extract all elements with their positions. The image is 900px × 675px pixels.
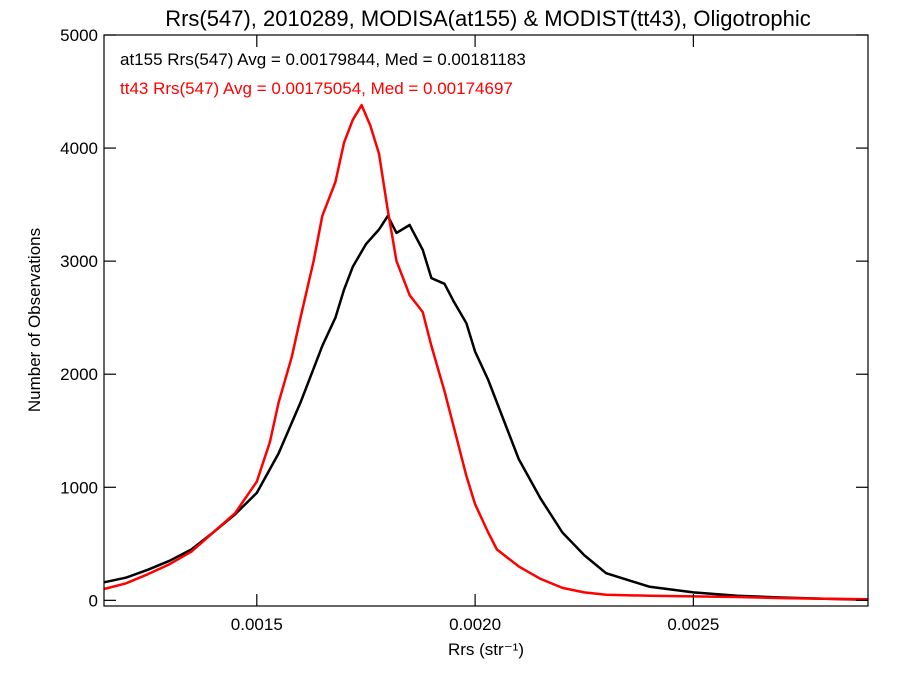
y-tick-label-1: 1000 [60, 478, 98, 497]
x-tick-label-0: 0.0015 [231, 615, 283, 634]
y-tick-label-4: 4000 [60, 139, 98, 158]
y-tick-label-5: 5000 [60, 26, 98, 45]
annotation-tt43: tt43 Rrs(547) Avg = 0.00175054, Med = 0.… [120, 79, 513, 98]
plot-frame [103, 34, 869, 607]
series-line-1 [103, 103, 869, 601]
y-tick-label-0: 0 [89, 591, 98, 610]
tick-layer: 0.0015 0.0020 0.0025 0 1000 2000 3000 4000 5000 [60, 26, 868, 634]
y-tick-label-2: 2000 [60, 365, 98, 384]
x-axis-label: Rrs (str⁻¹) [448, 640, 524, 659]
y-axis-label: Number of Observations [25, 228, 44, 412]
series-line-0 [103, 214, 869, 602]
y-tick-label-3: 3000 [60, 252, 98, 271]
annotation-at155: at155 Rrs(547) Avg = 0.00179844, Med = 0… [120, 50, 526, 69]
chart-title: Rrs(547), 2010289, MODISA(at155) & MODIS… [165, 6, 811, 31]
x-tick-label-1: 0.0020 [449, 615, 501, 634]
series-layer [103, 103, 869, 602]
x-tick-label-2: 0.0025 [667, 615, 719, 634]
